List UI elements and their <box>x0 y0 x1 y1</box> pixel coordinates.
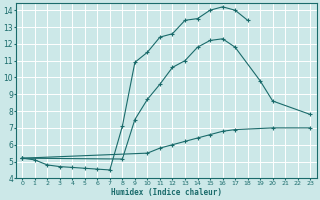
X-axis label: Humidex (Indice chaleur): Humidex (Indice chaleur) <box>111 188 222 197</box>
